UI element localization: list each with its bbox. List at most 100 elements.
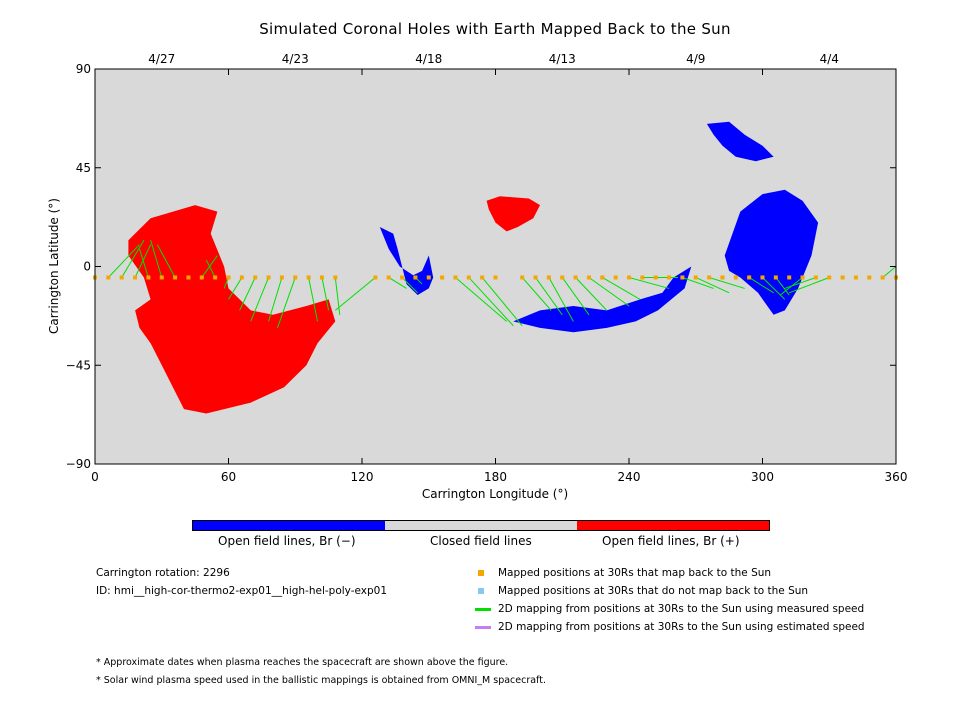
mapped-positions-layer [93,275,898,280]
x-tick-label: 120 [351,470,374,484]
mapping-line-measured [882,266,897,278]
mapping-line-measured [682,277,714,289]
date-tick-label: 4/13 [549,52,576,66]
mapping-line-measured [789,277,830,294]
mapped-position-point [613,275,618,280]
mapped-position-point [173,275,178,280]
mapped-position-point [680,275,685,280]
date-tick-label: 4/4 [820,52,839,66]
mapped-position-point [773,275,778,280]
mapping-line-measured [107,244,140,278]
mapped-position-point [386,275,391,280]
mapping-line-measured [588,277,630,307]
mapping-line-measured [748,277,774,294]
mapped-position-point [146,275,151,280]
legend-label: 2D mapping from positions at 30Rs to the… [498,603,865,615]
model-id: ID: hmi__high-cor-thermo2-exp01__high-he… [96,585,388,597]
mapped-position-point [480,275,485,280]
chart-title: Simulated Coronal Holes with Earth Mappe… [259,20,731,38]
mapped-position-point [747,275,752,280]
mapped-position-point [413,275,418,280]
mapped-position-point [867,275,872,280]
mapped-position-point [840,275,845,280]
mapped-position-point [333,275,338,280]
y-tick-label: −45 [66,358,91,372]
mapping-line-measured [401,277,418,294]
x-tick-label: 360 [885,470,908,484]
mapped-position-point [787,275,792,280]
x-axis-label: Carrington Longitude (°) [422,487,568,501]
mapping-lines-layer [107,239,897,329]
mapped-position-point [600,275,605,280]
mapped-position-point [119,275,124,280]
mapped-position-point [720,275,725,280]
small-positive-hole [486,196,540,232]
mapping-line-measured [695,277,730,294]
x-tick-label: 180 [484,470,507,484]
mapping-line-measured [561,277,590,316]
mapping-line-measured [708,276,745,289]
mapped-position-point [306,275,311,280]
mapped-position-point [546,275,551,280]
mapped-position-point [159,275,164,280]
legend-line-swatch [475,626,491,629]
mapped-position-point [533,275,538,280]
mapping-line-measured [468,277,514,327]
mapped-position-point [239,275,244,280]
large-positive-hole [128,205,336,414]
y-tick-label: 45 [76,161,91,175]
mapped-position-point [880,275,885,280]
mapping-line-measured [268,277,283,322]
axis-ticks-layer: 0 60 120 180 240 300 360 90 45 0 −45 −90 4/27 4/23 4/1… [66,52,908,484]
mapped-position-point [760,275,765,280]
mapping-line-measured [535,277,563,316]
colorbar-segment [193,521,385,530]
legend-label: Mapped positions at 30Rs that map back t… [498,567,772,579]
mapped-position-point [293,275,298,280]
mapped-position-point [667,275,672,280]
mapping-line-measured [762,277,786,300]
mapping-line-measured [150,240,163,278]
mapped-position-point [199,275,204,280]
legend-square-swatch [478,570,484,576]
field-type-colorbar [192,520,770,531]
mapped-position-point [453,275,458,280]
mapped-position-point [653,275,658,280]
mapped-position-point [586,275,591,280]
x-tick-label: 0 [91,470,99,484]
mapped-position-point [813,275,818,280]
mapped-position-point [493,275,498,280]
mapped-position-point [279,275,284,280]
colorbar-label-positive: Open field lines, Br (+) [602,534,740,548]
mapping-line-measured [481,277,523,327]
mapped-position-point [226,275,231,280]
mapped-position-point [319,275,324,280]
mapped-position-point [373,275,378,280]
legend-square-swatch [478,588,484,594]
mapped-position-point [253,275,258,280]
small-negative-hole [379,227,434,295]
mapped-position-point [186,275,191,280]
note-dates: * Approximate dates when plasma reaches … [96,657,509,668]
mapping-line-measured [775,277,790,296]
date-tick-label: 4/23 [282,52,309,66]
mapping-line-measured [575,277,608,311]
mapped-position-point [466,275,471,280]
mapping-line-measured [156,244,176,278]
mapping-line-measured [388,277,407,289]
mapping-line-measured [334,277,376,311]
mapping-line-measured [228,277,243,300]
mapping-line-measured [308,277,318,322]
x-tick-label: 60 [221,470,236,484]
colorbar-segment [577,521,769,530]
mapping-line-measured [784,277,817,289]
mapping-line-measured [628,276,670,289]
date-tick-label: 4/27 [148,52,175,66]
mapping-line-measured [334,277,341,315]
mapping-line-measured [139,248,149,278]
mapped-position-point [266,275,271,280]
mapped-position-point [627,275,631,280]
colorbar-label-negative: Open field lines, Br (−) [218,534,356,548]
mapped-position-point [640,275,645,280]
mapped-position-point [400,275,405,280]
